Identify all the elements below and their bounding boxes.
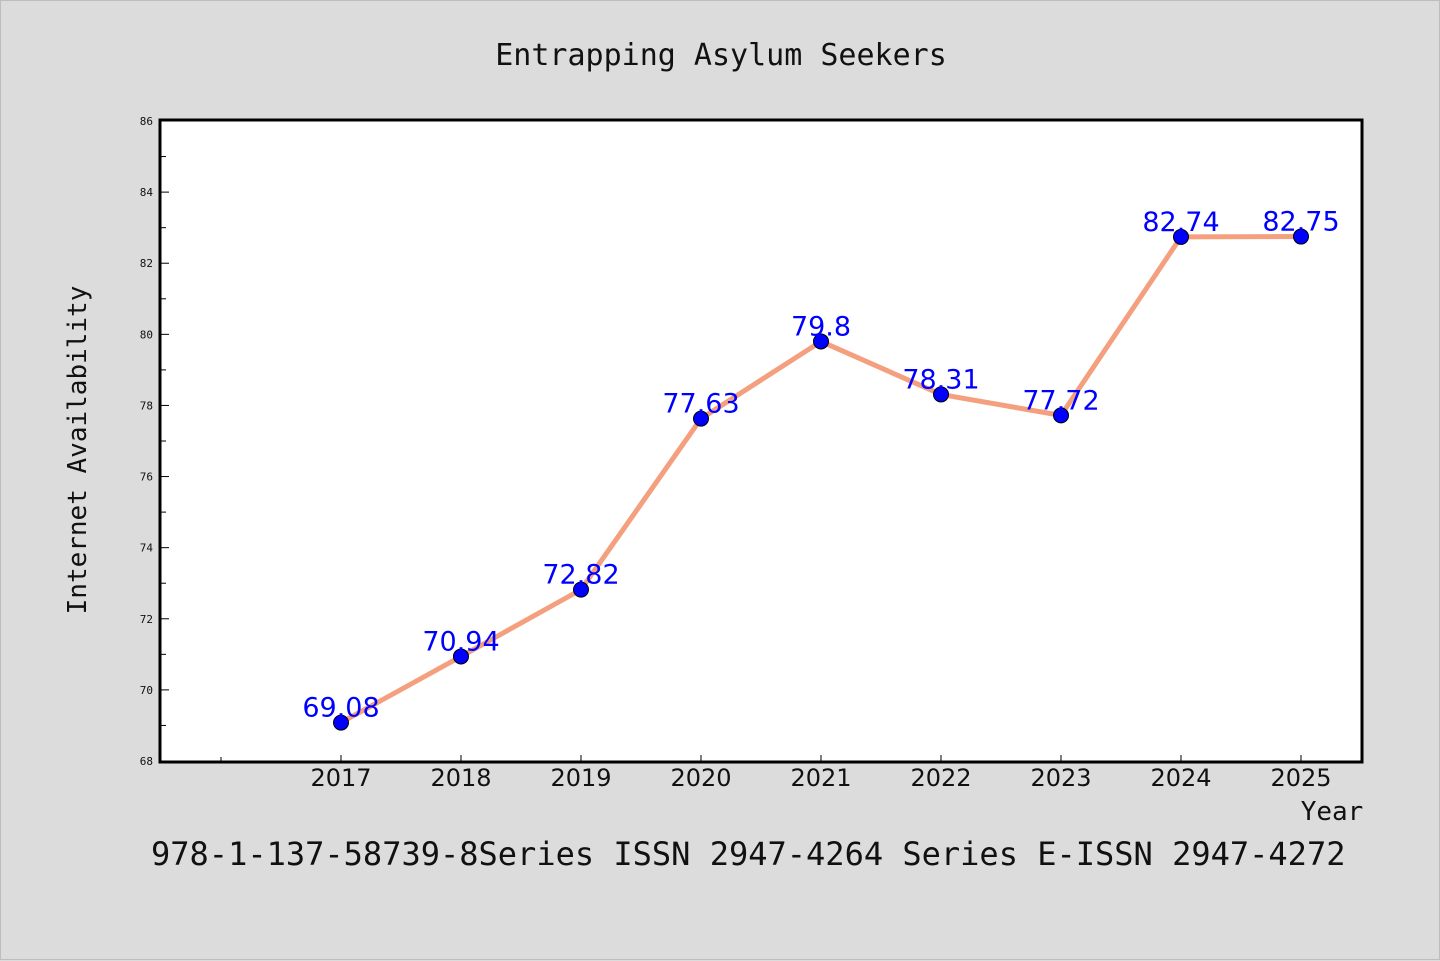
data-label: 72.82: [542, 560, 619, 591]
x-axis: 2017 2018 2019 2020 2021 2022 2023 2024 2025: [220, 755, 1332, 792]
data-point: [573, 581, 589, 598]
data-label: 77.63: [662, 389, 739, 420]
data-point: [933, 386, 949, 403]
footer-isbn-issn: 978-1-137-58739-8Series ISSN 2947-4264 S…: [151, 835, 1345, 873]
data-point: [693, 410, 709, 427]
x-tick-label: 2021: [790, 764, 851, 792]
x-tick-label: 2020: [670, 764, 731, 792]
data-point: [813, 333, 829, 350]
x-tick-label: 2024: [1150, 764, 1211, 792]
data-point: [1173, 228, 1189, 245]
data-point: [1293, 228, 1309, 245]
x-tick-label: 2017: [310, 764, 371, 792]
series-internet-availability: 69.08 70.94 72.82 77.63 79.8 78.31 77.72 82.74 8…: [302, 207, 1340, 731]
data-label: 69.08: [302, 693, 379, 724]
data-label: 70.94: [422, 626, 499, 657]
chart-title: Entrapping Asylum Seekers: [495, 38, 947, 73]
y-tick-label: 68: [140, 755, 153, 768]
data-label: 78.31: [902, 364, 979, 395]
y-tick-label: 80: [140, 328, 153, 341]
x-tick-label: 2023: [1030, 764, 1091, 792]
y-tick-label: 74: [140, 542, 154, 555]
y-axis-label: Internet Availability: [63, 286, 93, 615]
y-tick-label: 82: [140, 257, 153, 270]
y-tick-label: 84: [140, 186, 154, 199]
x-axis-label: Year: [1301, 797, 1364, 827]
y-tick-label: 72: [140, 613, 153, 626]
data-label: 82.75: [1262, 207, 1339, 238]
y-tick-label: 86: [140, 115, 153, 128]
y-tick-label: 76: [140, 471, 153, 484]
data-label: 77.72: [1022, 385, 1099, 416]
data-label: 79.8: [791, 311, 851, 342]
plot-area: [158, 118, 1364, 764]
x-tick-label: 2018: [430, 764, 491, 792]
data-point: [453, 648, 469, 665]
data-point: [333, 714, 349, 731]
y-tick-label: 70: [140, 684, 153, 697]
x-tick-label: 2019: [550, 764, 611, 792]
data-label: 82.74: [1142, 207, 1219, 238]
y-tick-label: 78: [140, 399, 153, 412]
x-tick-label: 2022: [910, 764, 971, 792]
x-tick-label: 2025: [1270, 764, 1331, 792]
y-axis: 68 70 72 74 76 78 80 82 84 86: [140, 115, 169, 768]
data-point: [1053, 407, 1069, 424]
